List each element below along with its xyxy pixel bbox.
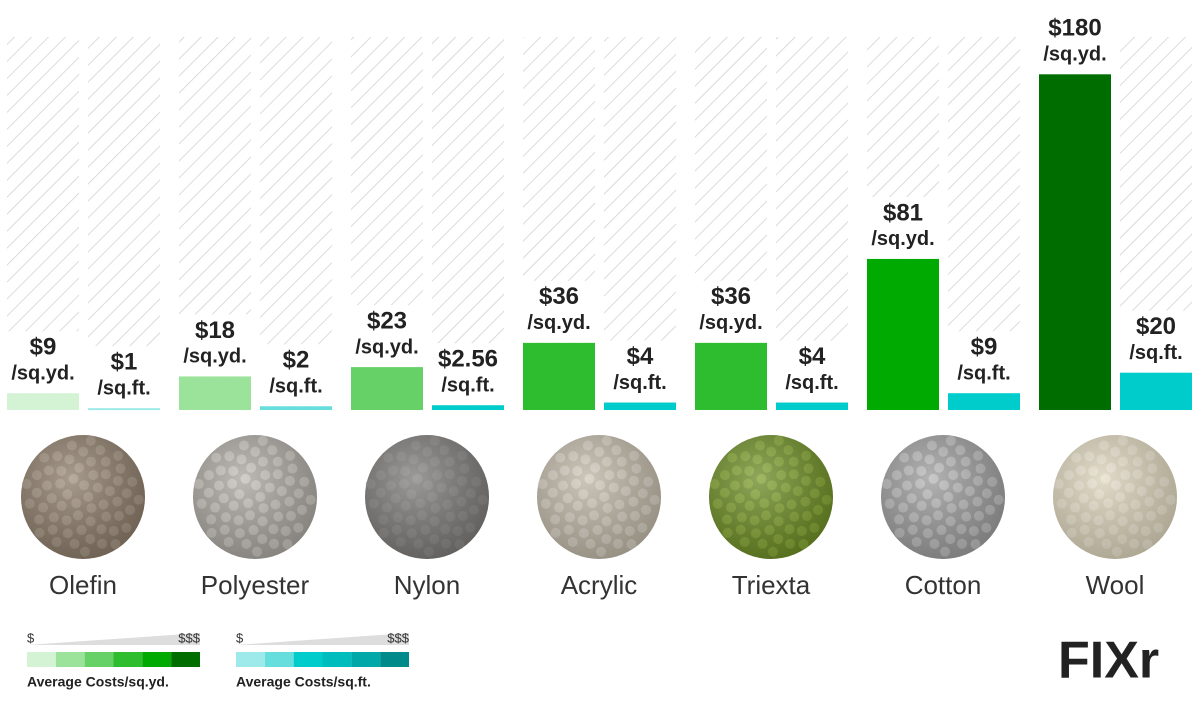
scale-swatch [293, 652, 323, 667]
bar [776, 402, 848, 410]
unit-label: /sq.ft. [97, 377, 150, 399]
category-label: Nylon [394, 570, 460, 600]
scale-swatch [351, 652, 381, 667]
label-background [1120, 310, 1192, 373]
swatch-shade [193, 435, 317, 559]
label-background [432, 343, 504, 406]
bar [351, 367, 423, 410]
label-background [604, 340, 676, 403]
swatch-shade [365, 435, 489, 559]
unit-label: /sq.yd. [699, 312, 762, 334]
bar [432, 405, 504, 410]
scale-low: $ [27, 630, 35, 645]
category-label: Wool [1086, 570, 1145, 600]
unit-label: /sq.yd. [1043, 44, 1106, 66]
logo: FIXr [1058, 632, 1159, 690]
label-background [179, 314, 251, 377]
unit-label: /sq.yd. [183, 346, 246, 368]
swatch-shade [881, 435, 1005, 559]
label-background [1039, 12, 1111, 75]
value-label: $1 [111, 348, 138, 375]
bar [867, 258, 939, 410]
category-label: Cotton [905, 570, 982, 600]
legend-label: Average Costs/sq.ft. [236, 674, 371, 690]
category-label: Triexta [732, 570, 811, 600]
label-background [695, 280, 767, 343]
bar [948, 393, 1020, 410]
scale-swatch [113, 652, 143, 667]
unit-label: /sq.ft. [613, 372, 666, 394]
swatch-shade [1053, 435, 1177, 559]
scale-wedge [236, 633, 409, 645]
bar [260, 406, 332, 410]
unit-label: /sq.yd. [355, 336, 418, 358]
label-background [948, 331, 1020, 394]
scale-swatch [264, 652, 294, 667]
value-label: $20 [1136, 313, 1176, 340]
swatch-shade [709, 435, 833, 559]
value-label: $36 [539, 283, 579, 310]
value-label: $23 [367, 307, 407, 334]
swatch-shade [537, 435, 661, 559]
label-background [260, 344, 332, 407]
bar [7, 393, 79, 410]
unit-label: /sq.yd. [527, 312, 590, 334]
value-label: $4 [799, 343, 826, 370]
scale-swatch [171, 652, 200, 667]
bar [523, 342, 595, 410]
scale-high: $$$ [178, 630, 200, 645]
bar [179, 376, 251, 410]
value-label: $9 [971, 334, 998, 361]
bar [88, 408, 160, 411]
unit-label: /sq.ft. [1129, 342, 1182, 364]
bar [604, 402, 676, 410]
value-label: $18 [195, 317, 235, 344]
value-label: $2 [283, 347, 310, 374]
bar [1120, 372, 1192, 410]
bar [695, 342, 767, 410]
label-background [523, 280, 595, 343]
label-background [351, 305, 423, 368]
scale-high: $$$ [387, 630, 409, 645]
category-label: Acrylic [561, 570, 638, 600]
label-background [88, 346, 160, 409]
value-label: $4 [627, 343, 654, 370]
scale-swatch [142, 652, 172, 667]
value-label: $81 [883, 199, 923, 226]
scale-swatch [322, 652, 352, 667]
scale-swatch [380, 652, 409, 667]
value-label: $2.56 [438, 346, 498, 373]
unit-label: /sq.ft. [785, 372, 838, 394]
unit-label: /sq.yd. [11, 362, 74, 384]
category-label: Olefin [49, 570, 117, 600]
label-background [867, 196, 939, 259]
unit-label: /sq.ft. [441, 375, 494, 397]
bar [1039, 74, 1111, 411]
unit-label: /sq.yd. [871, 228, 934, 250]
unit-label: /sq.ft. [269, 376, 322, 398]
value-label: $180 [1048, 15, 1101, 42]
label-background [776, 340, 848, 403]
scale-swatch [236, 652, 265, 667]
legend-label: Average Costs/sq.yd. [27, 674, 169, 690]
scale-swatch [84, 652, 114, 667]
unit-label: /sq.ft. [957, 362, 1010, 384]
scale-low: $ [236, 630, 244, 645]
scale-swatch [55, 652, 85, 667]
category-label: Polyester [201, 570, 310, 600]
value-label: $9 [30, 334, 57, 361]
swatch-shade [21, 435, 145, 559]
label-background [7, 331, 79, 394]
value-label: $36 [711, 283, 751, 310]
scale-wedge [27, 633, 200, 645]
scale-swatch [27, 652, 56, 667]
